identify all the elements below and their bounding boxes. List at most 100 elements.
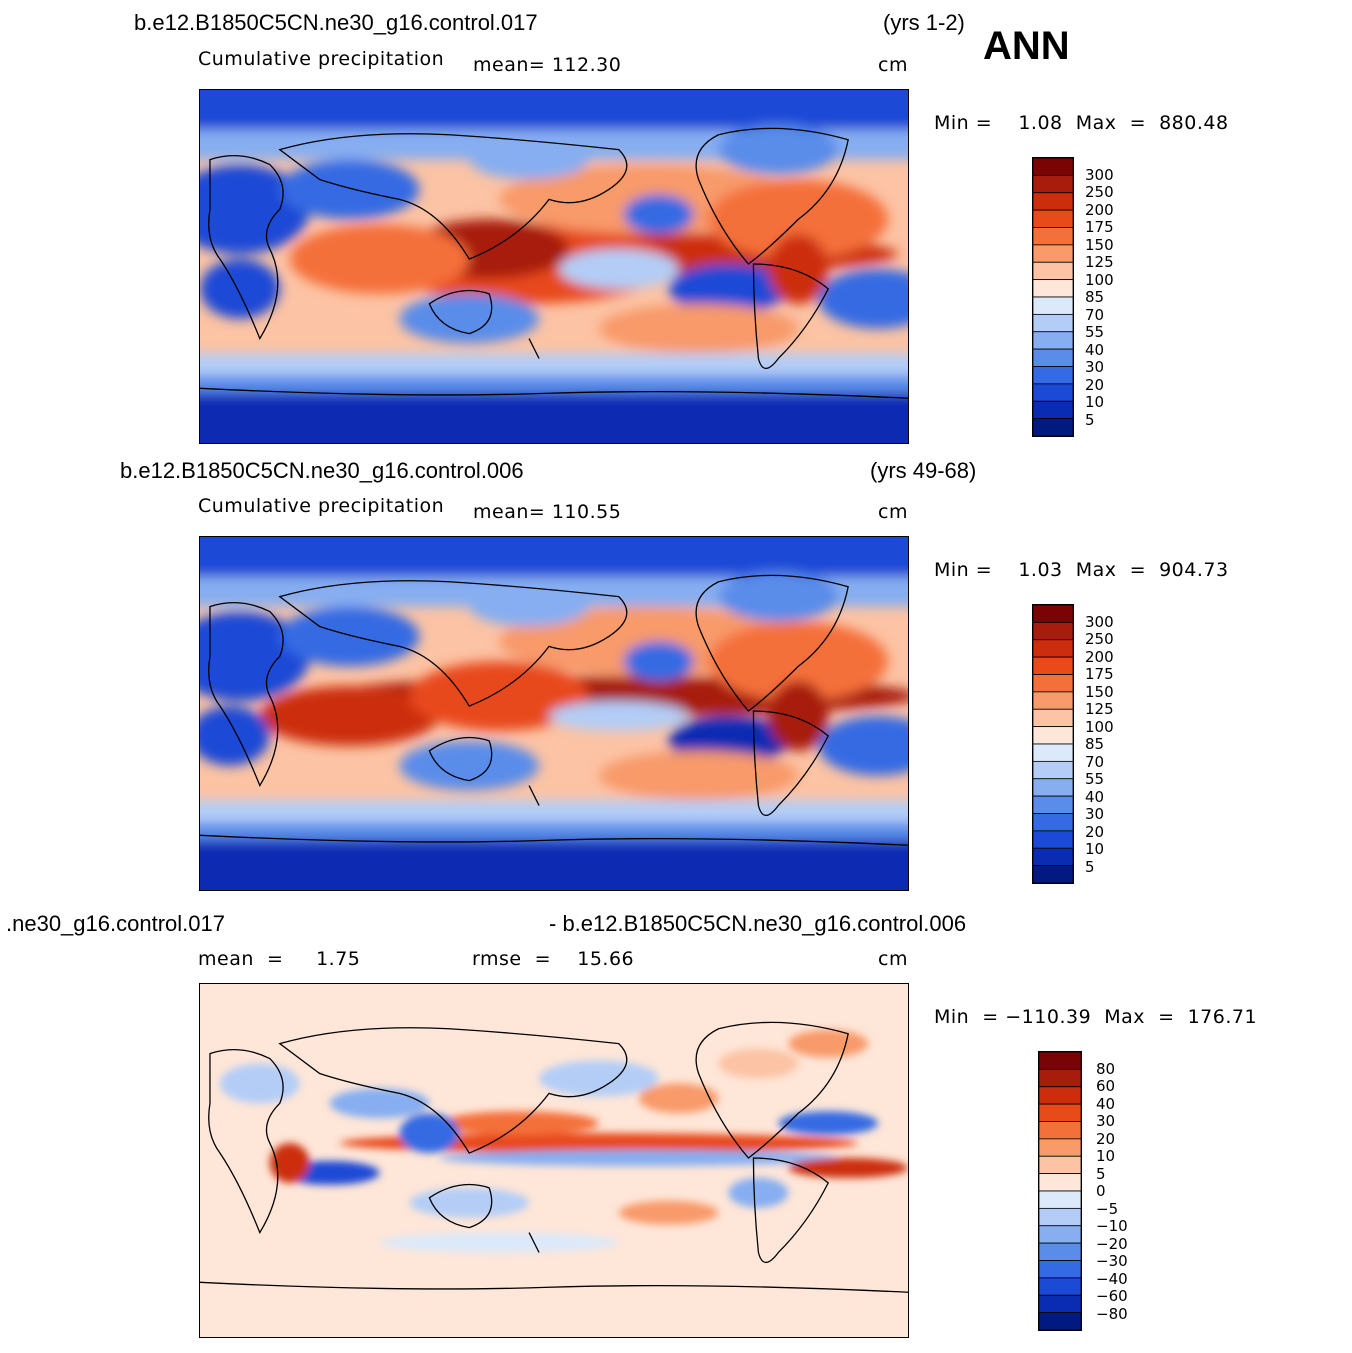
panel1-colorbar-segment bbox=[1033, 313, 1073, 333]
panel1-colorbar-segment bbox=[1033, 174, 1073, 194]
panel3-colorbar-segment bbox=[1039, 1068, 1081, 1088]
panel2-colorbar-segment bbox=[1033, 605, 1073, 623]
panel3-colorbar-tick-label: −30 bbox=[1096, 1252, 1128, 1270]
panel2-colorbar-segment bbox=[1033, 778, 1073, 797]
panel3-colorbar-segment bbox=[1039, 1312, 1081, 1330]
panel1-units: cm bbox=[878, 54, 908, 76]
panel3-colorbar bbox=[1038, 1051, 1082, 1331]
panel1-map bbox=[199, 89, 909, 444]
panel3-colorbar-segment bbox=[1039, 1155, 1081, 1175]
panel2-colorbar-tick-label: 300 bbox=[1085, 612, 1114, 631]
panel1-colorbar-segment bbox=[1033, 192, 1073, 211]
panel1-colorbar-segment bbox=[1033, 261, 1073, 281]
panel2-colorbar-segment bbox=[1033, 674, 1073, 693]
panel3-colorbar-segment bbox=[1039, 1190, 1081, 1209]
panel2-colorbar-segment bbox=[1033, 830, 1073, 849]
panel3-colorbar-tick-label: 30 bbox=[1096, 1112, 1116, 1130]
panel2-colorbar-segment bbox=[1033, 726, 1073, 745]
panel2-units: cm bbox=[878, 501, 908, 523]
panel1-colorbar-tick-label: 200 bbox=[1085, 200, 1114, 219]
panel3-colorbar-tick-label: 20 bbox=[1096, 1129, 1116, 1148]
panel3-colorbar-segment bbox=[1039, 1277, 1081, 1296]
panel2-colorbar-tick-label: 125 bbox=[1085, 700, 1114, 718]
panel3-colorbar-tick-label: −60 bbox=[1096, 1287, 1128, 1305]
panel2-colorbar-segment bbox=[1033, 847, 1073, 867]
panel2-colorbar-segment bbox=[1033, 795, 1073, 814]
panel2-minmax: Min = 1.03 Max = 904.73 bbox=[934, 559, 1229, 581]
panel3-case-right: - b.e12.B1850C5CN.ne30_g16.control.006 bbox=[549, 911, 967, 936]
panel3-rmse: rmse = 15.66 bbox=[472, 948, 635, 970]
panel1-colorbar-tick-label: 300 bbox=[1085, 165, 1114, 184]
panel2-years: (yrs 49-68) bbox=[870, 458, 977, 483]
panel2-colorbar-tick-label: 150 bbox=[1085, 682, 1114, 701]
panel2-colorbar-segment bbox=[1033, 760, 1073, 780]
panel1-colorbar-segment bbox=[1033, 244, 1073, 263]
panel1-colorbar-segment bbox=[1033, 383, 1073, 402]
panel2-colorbar-segment bbox=[1033, 743, 1073, 762]
panel1-variable: Cumulative precipitation bbox=[198, 48, 445, 70]
panel3-colorbar-tick-label: 40 bbox=[1096, 1094, 1116, 1113]
panel1-colorbar-segment bbox=[1033, 209, 1073, 228]
panel3-colorbar-segment bbox=[1039, 1225, 1081, 1244]
panel2-colorbar-tick-label: 70 bbox=[1085, 752, 1105, 771]
panel3-colorbar-tick-label: 5 bbox=[1096, 1164, 1106, 1183]
panel3-coastlines bbox=[200, 1021, 908, 1293]
panel1-colorbar-tick-label: 175 bbox=[1085, 218, 1114, 236]
panel2-colorbar-tick-label: 85 bbox=[1085, 735, 1105, 753]
panel1-colorbar-segment bbox=[1033, 418, 1073, 436]
panel1-years: (yrs 1-2) bbox=[883, 10, 965, 35]
panel1-colorbar-tick-label: 5 bbox=[1085, 410, 1095, 429]
panel1-colorbar-tick-label: 10 bbox=[1085, 393, 1105, 411]
panel1-colorbar-tick-label: 55 bbox=[1085, 323, 1105, 341]
season-label: ANN bbox=[983, 24, 1070, 68]
panel3-case-left: .ne30_g16.control.017 bbox=[6, 911, 225, 936]
panel1-colorbar-segment bbox=[1033, 366, 1073, 385]
panel1-case-title: b.e12.B1850C5CN.ne30_g16.control.017 bbox=[134, 10, 538, 35]
panel3-colorbar-segment bbox=[1039, 1242, 1081, 1261]
panel3-colorbar-segment bbox=[1039, 1103, 1081, 1122]
panel2-colorbar-tick-label: 20 bbox=[1085, 822, 1105, 841]
panel2-colorbar-segment bbox=[1033, 621, 1073, 641]
panel3-colorbar-tick-label: −80 bbox=[1096, 1304, 1128, 1323]
panel1-colorbar-tick-label: 30 bbox=[1085, 358, 1105, 376]
panel3-colorbar-segment bbox=[1039, 1086, 1081, 1105]
panel1-mean: mean= 112.30 bbox=[473, 54, 622, 76]
panel2-coastlines bbox=[200, 574, 908, 846]
panel1-colorbar-segment bbox=[1033, 400, 1073, 420]
panel1-colorbar-tick-label: 20 bbox=[1085, 375, 1105, 394]
panel3-colorbar-tick-label: −5 bbox=[1096, 1199, 1119, 1218]
panel1-colorbar-svg bbox=[1033, 158, 1073, 436]
panel1-colorbar-tick-label: 250 bbox=[1085, 183, 1114, 201]
panel1-colorbar-segment bbox=[1033, 158, 1073, 176]
panel2-colorbar bbox=[1032, 604, 1074, 884]
panel2-colorbar-tick-label: 40 bbox=[1085, 787, 1105, 806]
panel1-colorbar-tick-label: 150 bbox=[1085, 235, 1114, 254]
panel2-colorbar-tick-label: 250 bbox=[1085, 630, 1114, 648]
panel2-colorbar-tick-label: 55 bbox=[1085, 770, 1105, 788]
panel3-colorbar-tick-label: 10 bbox=[1096, 1147, 1116, 1165]
panel2-variable: Cumulative precipitation bbox=[198, 495, 445, 517]
panel3-colorbar-segment bbox=[1039, 1260, 1081, 1279]
panel1-colorbar-segment bbox=[1033, 348, 1073, 367]
panel2-case-title: b.e12.B1850C5CN.ne30_g16.control.006 bbox=[120, 458, 524, 483]
panel3-colorbar-tick-label: −10 bbox=[1096, 1217, 1128, 1235]
panel2-mean: mean= 110.55 bbox=[473, 501, 622, 523]
panel3-minmax: Min = −110.39 Max = 176.71 bbox=[934, 1006, 1258, 1028]
panel1-colorbar-segment bbox=[1033, 227, 1073, 246]
panel3-colorbar-tick-label: −20 bbox=[1096, 1234, 1128, 1253]
panel3-mean: mean = 1.75 bbox=[198, 948, 361, 970]
panel3-map bbox=[199, 983, 909, 1338]
panel2-colorbar-segment bbox=[1033, 656, 1073, 675]
panel1-colorbar bbox=[1032, 157, 1074, 437]
panel2-colorbar-segment bbox=[1033, 691, 1073, 710]
panel2-colorbar-tick-label: 10 bbox=[1085, 840, 1105, 858]
panel2-colorbar-tick-label: 100 bbox=[1085, 717, 1114, 736]
panel2-colorbar-svg bbox=[1033, 605, 1073, 883]
panel1-colorbar-tick-label: 40 bbox=[1085, 340, 1105, 359]
panel1-colorbar-segment bbox=[1033, 279, 1073, 298]
panel2-colorbar-segment bbox=[1033, 813, 1073, 832]
panel1-colorbar-tick-label: 125 bbox=[1085, 253, 1114, 271]
panel1-coastlines bbox=[200, 127, 908, 399]
panel2-colorbar-segment bbox=[1033, 639, 1073, 658]
panel3-colorbar-segment bbox=[1039, 1138, 1081, 1157]
